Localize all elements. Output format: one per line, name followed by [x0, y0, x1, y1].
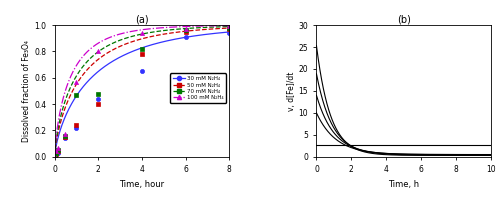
Legend: 30 mM N₂H₄, 50 mM N₂H₄, 70 mM N₂H₄, 100 mM N₂H₄: 30 mM N₂H₄, 50 mM N₂H₄, 70 mM N₂H₄, 100 …	[170, 73, 226, 103]
Y-axis label: Dissolved fraction of Fe₃O₄: Dissolved fraction of Fe₃O₄	[22, 40, 31, 142]
Title: (a): (a)	[135, 14, 149, 24]
Y-axis label: v, d[Fe]/dt: v, d[Fe]/dt	[287, 71, 296, 111]
X-axis label: Time, hour: Time, hour	[120, 180, 164, 189]
X-axis label: Time, h: Time, h	[388, 180, 419, 189]
Title: (b): (b)	[397, 14, 411, 24]
